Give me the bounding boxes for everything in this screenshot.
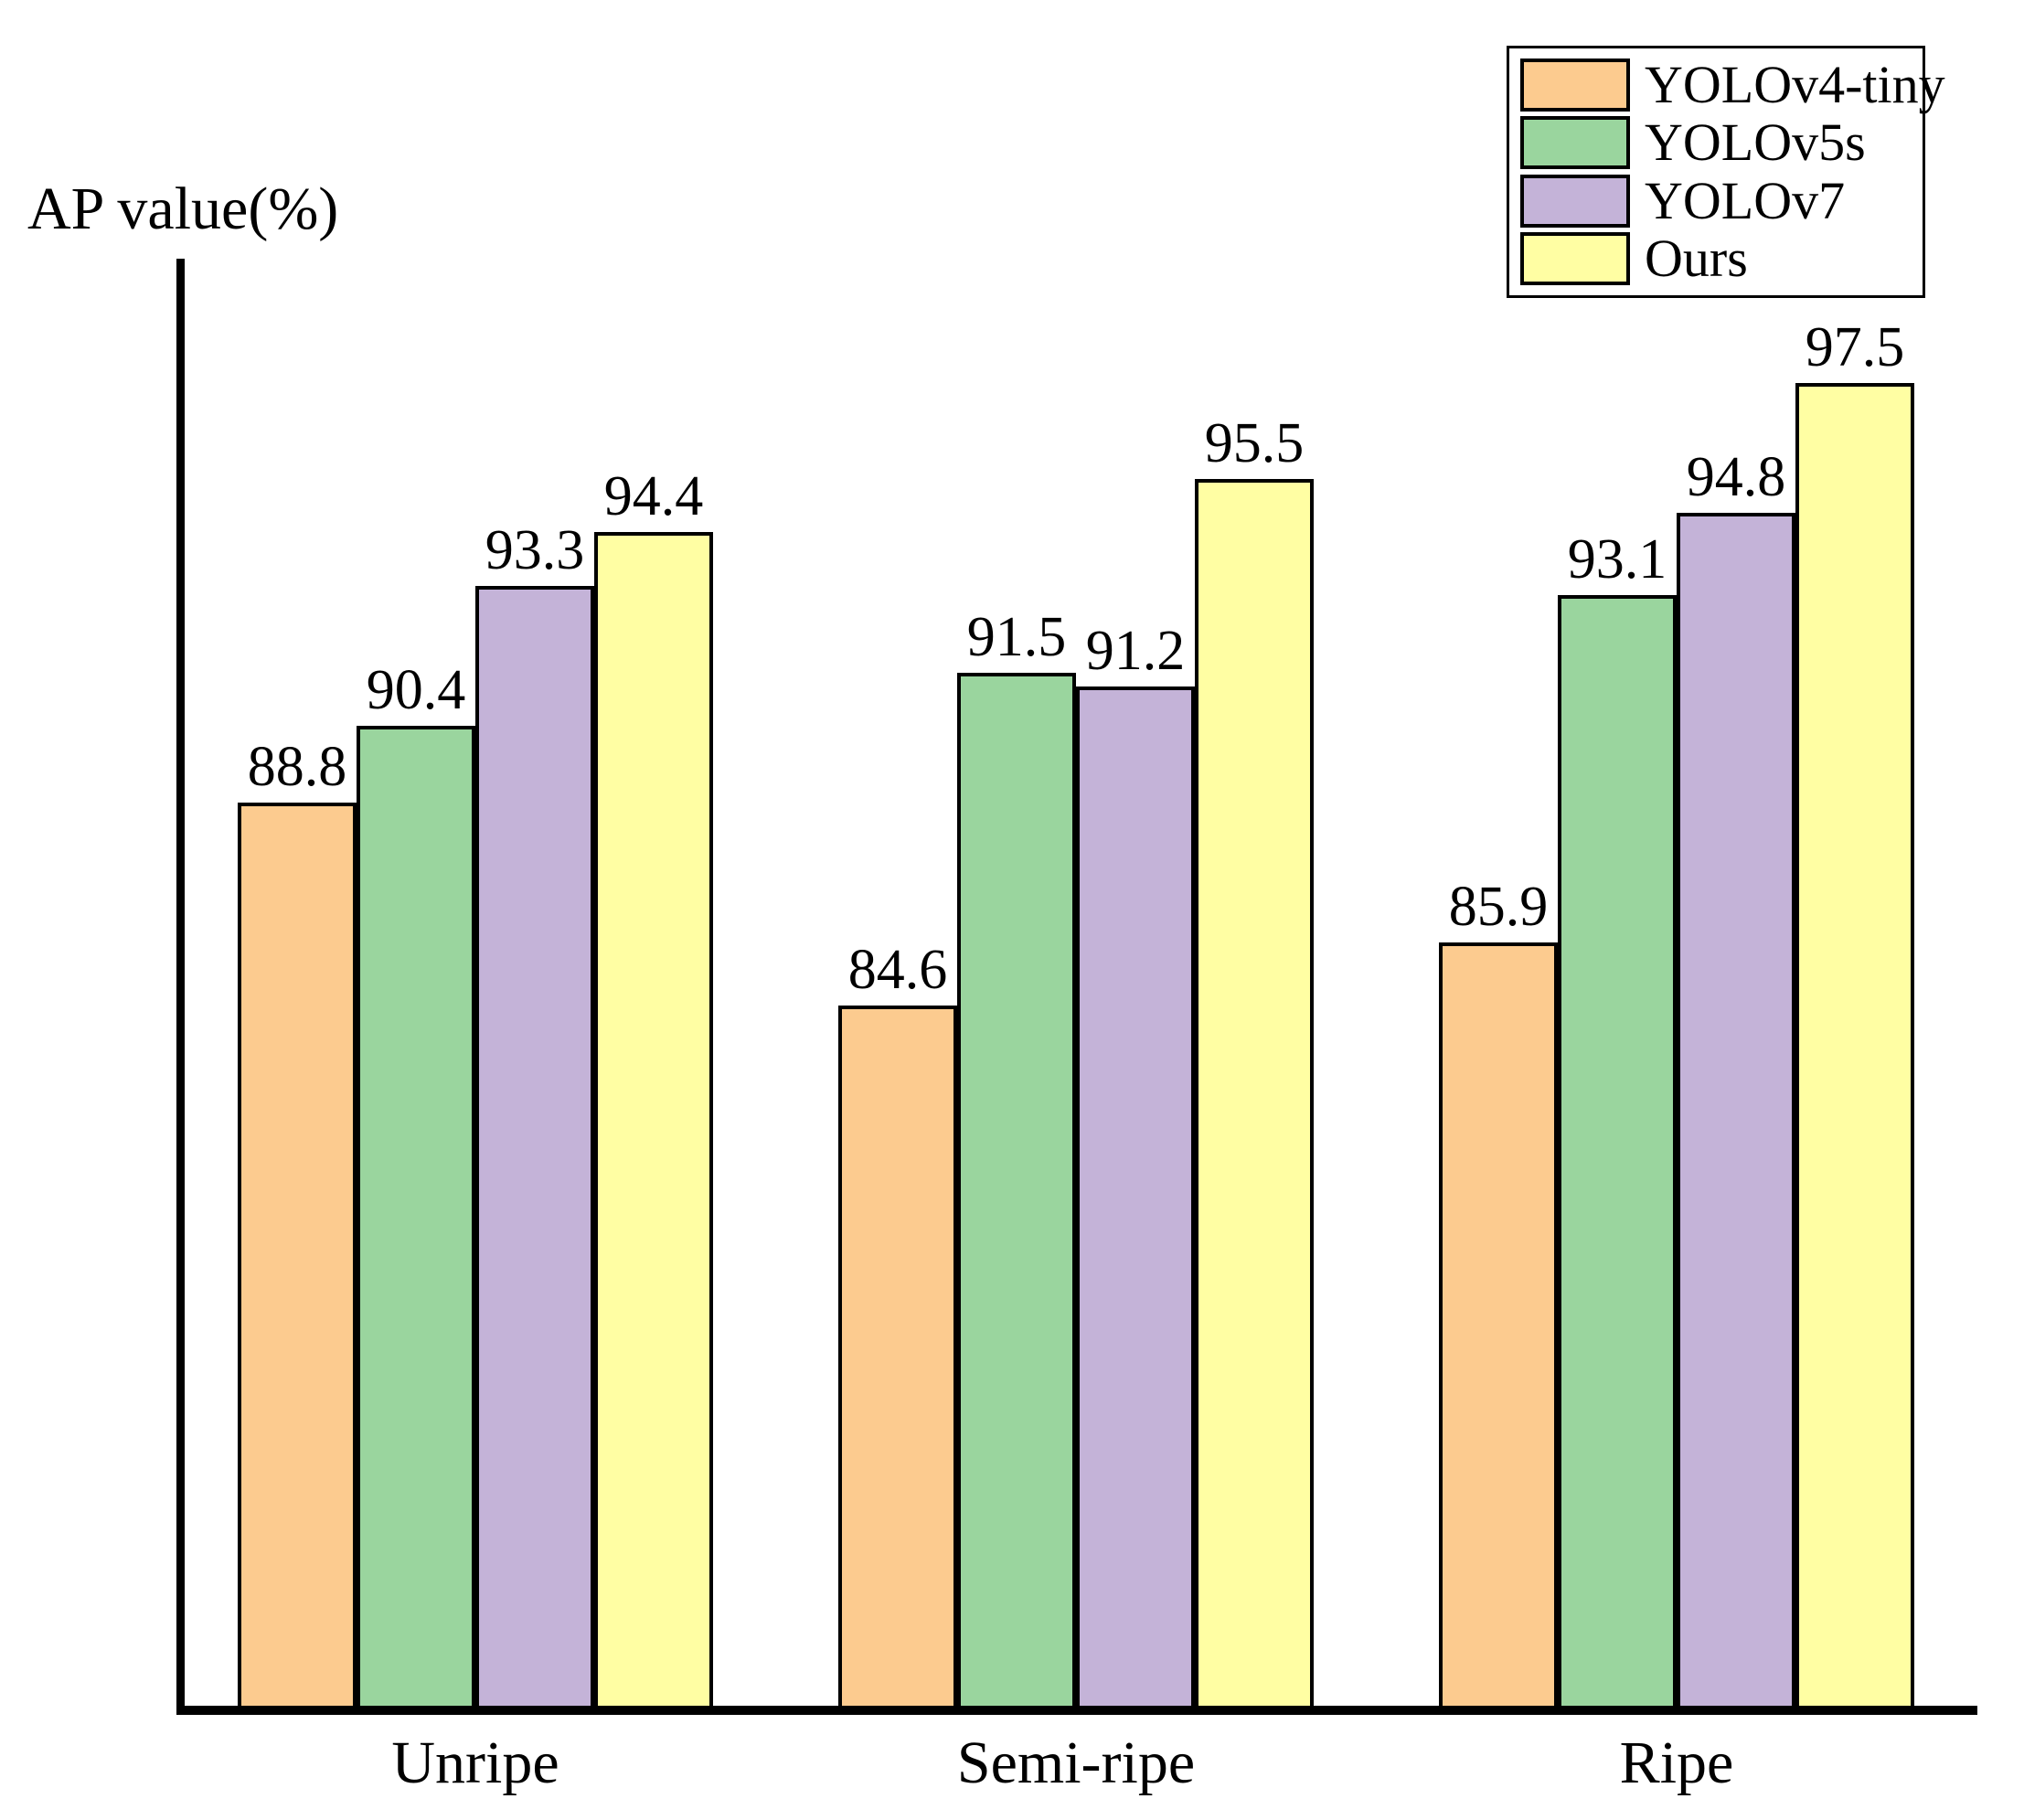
bar-ours-unripe <box>594 532 713 1715</box>
bar-ours-semi-ripe <box>1195 479 1314 1715</box>
bar-value-label: 93.3 <box>485 519 585 581</box>
y-axis-title: AP value(%) <box>27 176 339 242</box>
legend-item-yolov7: YOLOv7 <box>1520 174 1923 229</box>
legend-item-yolov4-tiny: YOLOv4-tiny <box>1520 58 1945 112</box>
legend-label: YOLOv7 <box>1645 170 1846 230</box>
legend-swatch-icon <box>1520 116 1630 170</box>
bar-yolov5s-unripe <box>357 726 475 1715</box>
legend-label: Ours <box>1645 228 1748 288</box>
bar-ours-ripe <box>1795 383 1914 1715</box>
bar-value-label: 85.9 <box>1448 876 1549 938</box>
bar-yolov5s-semi-ripe <box>957 673 1076 1715</box>
bar-value-label: 94.8 <box>1686 446 1786 508</box>
legend: YOLOv4-tiny YOLOv5s YOLOv7 Ours <box>1507 46 1945 298</box>
bar-yolov4-tiny-semi-ripe <box>838 1006 957 1715</box>
legend-item-yolov5s: YOLOv5s <box>1520 115 1923 170</box>
legend-swatch-icon <box>1520 59 1630 112</box>
bar-value-label: 90.4 <box>366 659 466 721</box>
bar-yolov4-tiny-unripe <box>238 803 357 1715</box>
bar-value-label: 94.4 <box>603 465 704 527</box>
x-axis-label-ripe: Ripe <box>1619 1730 1734 1796</box>
bar-yolov5s-ripe <box>1558 595 1677 1715</box>
bar-value-label: 97.5 <box>1805 316 1905 378</box>
bar-value-label: 91.2 <box>1085 620 1186 682</box>
legend-label: YOLOv5s <box>1645 112 1866 173</box>
bar-value-label: 95.5 <box>1204 412 1305 474</box>
bar-yolov7-ripe <box>1677 513 1795 1715</box>
bar-value-label: 84.6 <box>847 939 948 1001</box>
x-axis-label-unripe: Unripe <box>391 1730 559 1796</box>
bar-value-label: 91.5 <box>966 606 1067 668</box>
legend-swatch-icon <box>1520 174 1630 228</box>
bar-yolov7-unripe <box>475 586 594 1715</box>
legend-swatch-icon <box>1520 231 1630 285</box>
bar-yolov4-tiny-ripe <box>1439 942 1558 1715</box>
x-axis-line <box>176 1706 1977 1715</box>
x-axis-label-semi-ripe: Semi-ripe <box>956 1730 1196 1796</box>
legend-item-ours: Ours <box>1520 231 1923 286</box>
bar-yolov7-semi-ripe <box>1076 686 1195 1715</box>
bar-value-label: 88.8 <box>247 736 347 798</box>
bar-value-label: 93.1 <box>1567 528 1667 591</box>
y-axis-line <box>176 259 185 1715</box>
legend-label: YOLOv4-tiny <box>1645 55 1945 114</box>
